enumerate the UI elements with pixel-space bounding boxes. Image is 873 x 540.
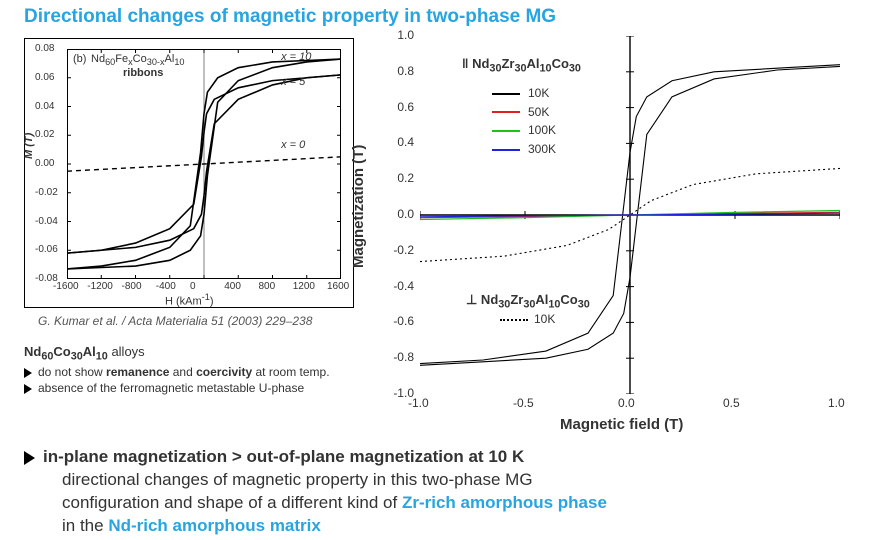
right-ytick: 0.2 xyxy=(384,171,414,185)
left-series-label: x = 0 xyxy=(281,139,305,151)
note-bullet-1: absence of the ferromagnetic metastable … xyxy=(24,380,354,396)
right-ytick: -0.4 xyxy=(384,279,414,293)
left-ytick: 0.08 xyxy=(35,43,54,54)
right-ytick: 0.6 xyxy=(384,100,414,114)
right-xtick: 0.0 xyxy=(618,396,635,410)
left-xtick: -1200 xyxy=(87,281,113,292)
left-chart-panel: (b) Nd60FexCo30-xAl10 ribbons M (T) H (k… xyxy=(24,38,354,308)
right-xtick: -0.5 xyxy=(513,396,534,410)
left-chart-xlabel: H (kAm-1) xyxy=(165,292,214,308)
summary-block: in-plane magnetization > out-of-plane ma… xyxy=(24,446,844,538)
triangle-icon xyxy=(24,384,32,394)
right-xtick: 0.5 xyxy=(723,396,740,410)
triangle-icon xyxy=(24,368,32,378)
summary-line-3: configuration and shape of a different k… xyxy=(62,492,844,515)
legend-swatch xyxy=(492,93,520,95)
left-chart-ylabel: M (T) xyxy=(23,133,35,159)
legend-item: 10K xyxy=(492,84,556,103)
page-title: Directional changes of magnetic property… xyxy=(24,6,556,28)
right-ytick: 0.0 xyxy=(384,207,414,221)
left-xtick: 1600 xyxy=(327,281,349,292)
right-chart-panel: Magnetization (T) Magnetic field (T) ‖ N… xyxy=(360,28,858,434)
left-ytick: -0.06 xyxy=(35,244,58,255)
left-xtick: 0 xyxy=(190,281,196,292)
left-xtick: -400 xyxy=(156,281,176,292)
summary-line-4: in the Nd-rich amorphous matrix xyxy=(62,515,844,538)
left-series-label: x = 5 xyxy=(281,76,305,88)
right-ytick: -0.2 xyxy=(384,243,414,257)
legend-swatch xyxy=(492,149,520,151)
perp-label: ⊥ Nd30Zr30Al10Co30 xyxy=(466,292,590,311)
legend-swatch xyxy=(492,111,520,113)
legend-item: 50K xyxy=(492,103,556,122)
alloy-formula: Nd60Co30Al10 alloys xyxy=(24,343,354,364)
summary-line-1: in-plane magnetization > out-of-plane ma… xyxy=(24,446,844,469)
triangle-icon xyxy=(24,451,35,465)
right-ytick: 0.8 xyxy=(384,64,414,78)
left-xtick: 1200 xyxy=(293,281,315,292)
summary-line-2: directional changes of magnetic property… xyxy=(62,469,844,492)
left-xtick: -1600 xyxy=(53,281,79,292)
right-chart-ylabel: Magnetization (T) xyxy=(350,145,367,268)
notes-block: Nd60Co30Al10 alloys do not show remanenc… xyxy=(24,343,354,397)
left-xtick: -800 xyxy=(122,281,142,292)
perp-temp: 10K xyxy=(500,312,555,326)
left-ytick: 0.02 xyxy=(35,129,54,140)
right-chart-xlabel: Magnetic field (T) xyxy=(560,416,683,433)
citation: G. Kumar et al. / Acta Materialia 51 (20… xyxy=(38,314,312,328)
left-xtick: 800 xyxy=(259,281,276,292)
left-ytick: -0.02 xyxy=(35,187,58,198)
legend: 10K50K100K300K xyxy=(492,84,556,158)
left-ytick: -0.04 xyxy=(35,216,58,227)
right-ytick: 0.4 xyxy=(384,135,414,149)
dotted-line-icon xyxy=(500,319,528,321)
left-ytick: 0.04 xyxy=(35,101,54,112)
right-chart-svg xyxy=(420,36,840,394)
right-xtick: -1.0 xyxy=(408,396,429,410)
left-ytick: 0.00 xyxy=(35,158,54,169)
legend-swatch xyxy=(492,130,520,132)
left-xtick: 400 xyxy=(224,281,241,292)
right-xtick: 1.0 xyxy=(828,396,845,410)
right-ytick: 1.0 xyxy=(384,28,414,42)
right-ytick: -0.6 xyxy=(384,314,414,328)
legend-item: 100K xyxy=(492,121,556,140)
left-ytick: 0.06 xyxy=(35,72,54,83)
right-ytick: -0.8 xyxy=(384,350,414,364)
note-bullet-0: do not show remanence and coercivity at … xyxy=(24,364,354,380)
parallel-label: ‖ Nd30Zr30Al10Co30 xyxy=(462,56,581,75)
left-series-label: x = 10 xyxy=(281,51,311,63)
legend-item: 300K xyxy=(492,140,556,159)
